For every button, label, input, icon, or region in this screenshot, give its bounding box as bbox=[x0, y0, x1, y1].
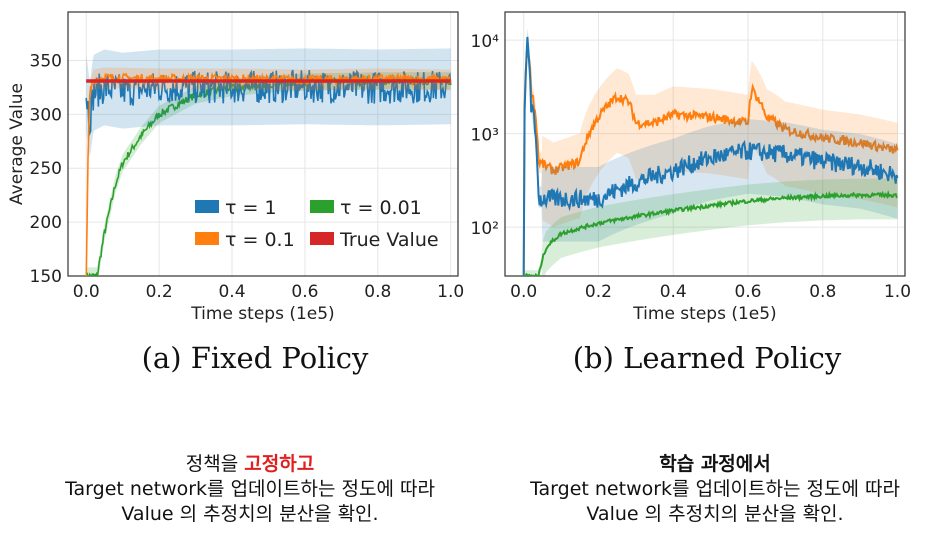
note-right-line1: 학습 과정에서 bbox=[659, 453, 771, 475]
panel-fixed-policy: 0.0 0.2 0.4 0.6 0.8 1.0 150 200 250 300 350 Time st… bbox=[7, 11, 464, 324]
axes-frame-b bbox=[504, 11, 906, 277]
series-line-b-0 bbox=[522, 36, 899, 276]
legend-swatch bbox=[195, 232, 219, 245]
legend-label: τ = 1 bbox=[225, 197, 277, 219]
x-tick-label: 0.6 bbox=[291, 282, 318, 302]
x-tick-label: 0.8 bbox=[809, 282, 836, 302]
axes-frame-a bbox=[67, 11, 459, 277]
note-left-highlight: 고정하고 bbox=[244, 453, 315, 475]
x-tick-label: 1.0 bbox=[884, 282, 911, 302]
y-tick-label: 10⁴ bbox=[471, 32, 500, 52]
note-left-line3: Value 의 추정치의 분산을 확인. bbox=[121, 503, 379, 525]
x-axis-label-a: Time steps (1e5) bbox=[190, 304, 334, 324]
note-left-line2: Target network를 업데이트하는 정도에 따라 bbox=[65, 478, 435, 500]
x-tick-label: 0.0 bbox=[510, 282, 537, 302]
band-a-0 bbox=[86, 48, 451, 157]
y-tick-label: 250 bbox=[30, 159, 62, 179]
x-axis-label-b: Time steps (1e5) bbox=[632, 304, 776, 324]
legend-label: τ = 0.1 bbox=[225, 229, 295, 251]
legend-a: τ = 1 τ = 0.01 τ = 0.1 True Value bbox=[195, 197, 439, 251]
legend-label: τ = 0.01 bbox=[340, 197, 422, 219]
x-tick-label: 0.2 bbox=[146, 282, 173, 302]
note-right-line3: Value 의 추정치의 분산을 확인. bbox=[586, 503, 844, 525]
x-tick-label: 0.2 bbox=[585, 282, 612, 302]
caption-b: (b) Learned Policy bbox=[573, 341, 842, 375]
x-tick-label: 0.4 bbox=[660, 282, 687, 302]
note-left-prefix: 정책을 bbox=[185, 453, 245, 475]
y-tick-label: 150 bbox=[30, 267, 62, 287]
x-tick-label: 0.0 bbox=[73, 282, 100, 302]
series-line-b-1 bbox=[522, 44, 899, 276]
note-right-line2: Target network를 업데이트하는 정도에 따라 bbox=[530, 478, 900, 500]
band-b-2 bbox=[523, 178, 898, 276]
series-layer-b bbox=[522, 27, 899, 276]
series-line-a-1 bbox=[85, 71, 452, 276]
band-b-0 bbox=[523, 27, 898, 276]
y-tick-label: 350 bbox=[30, 51, 62, 71]
legend-swatch bbox=[310, 200, 334, 213]
note-left: 정책을 고정하고 Target network를 업데이트하는 정도에 따라 V… bbox=[20, 452, 480, 527]
plot-area-a bbox=[68, 12, 458, 276]
y-tick-label: 300 bbox=[30, 105, 62, 125]
band-b-1 bbox=[523, 33, 898, 276]
x-tick-label: 1.0 bbox=[437, 282, 464, 302]
legend-swatch bbox=[310, 232, 334, 245]
caption-a: (a) Fixed Policy bbox=[142, 341, 369, 375]
legend-label: True Value bbox=[339, 229, 439, 251]
band-a-1 bbox=[86, 67, 451, 276]
note-right: 학습 과정에서 Target network를 업데이트하는 정도에 따라 Va… bbox=[485, 452, 940, 527]
x-tick-label: 0.6 bbox=[734, 282, 761, 302]
x-tick-label: 0.4 bbox=[218, 282, 245, 302]
note-left-line1: 정책을 고정하고 bbox=[20, 452, 480, 477]
x-tick-label: 0.8 bbox=[364, 282, 391, 302]
legend-swatch bbox=[195, 200, 219, 213]
series-layer-a bbox=[85, 48, 452, 276]
panel-learned-policy: 0.0 0.2 0.4 0.6 0.8 1.0 10² 10³ 10⁴ Time steps (1… bbox=[471, 11, 911, 324]
series-line-b-2 bbox=[523, 189, 898, 276]
y-tick-label: 10² bbox=[471, 219, 499, 239]
y-axis-label-a: Average Value bbox=[7, 83, 27, 205]
y-tick-label: 200 bbox=[30, 213, 62, 233]
y-tick-label: 10³ bbox=[471, 126, 499, 146]
